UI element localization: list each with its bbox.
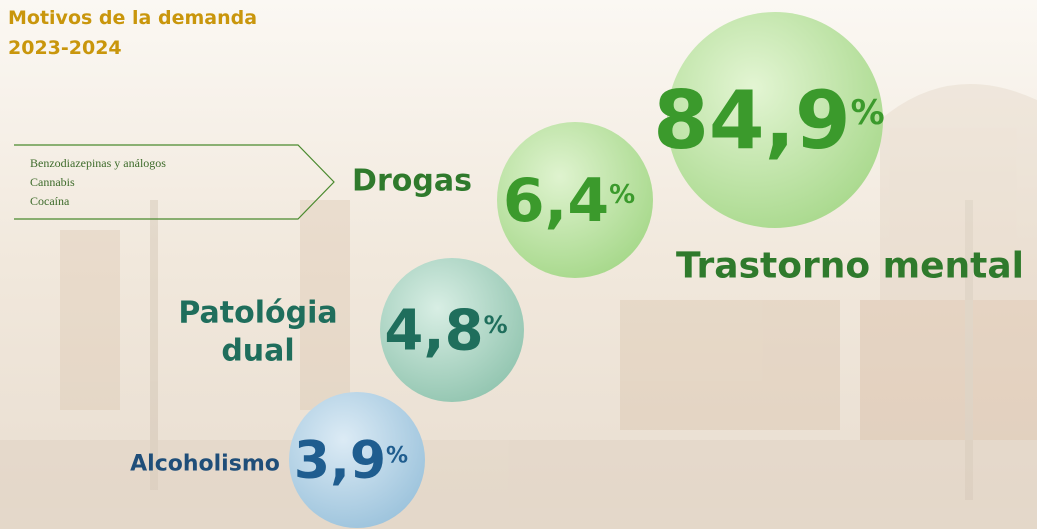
bubble-label: Drogas	[352, 164, 472, 199]
bubble-label: Trastorno mental	[676, 246, 1024, 287]
value-unit: %	[386, 444, 408, 469]
bubble-label: dual	[221, 334, 294, 369]
bubble-label: Patológia	[178, 296, 337, 331]
bubble-value: 84,9%	[653, 74, 884, 167]
slide: Motivos de la demanda 2023-2024 Benzodia…	[0, 0, 1037, 529]
value-number: 6,4	[503, 166, 609, 236]
drug-item: Benzodiazepinas y análogos	[30, 156, 166, 170]
value-number: 3,9	[294, 431, 386, 491]
drug-item: Cocaína	[30, 194, 70, 208]
title-line: 2023-2024	[8, 37, 122, 59]
value-unit: %	[609, 180, 635, 210]
value-unit: %	[484, 311, 508, 339]
drug-item: Cannabis	[30, 175, 75, 189]
value-number: 4,8	[384, 299, 483, 364]
title-line: Motivos de la demanda	[8, 7, 257, 29]
bubble-label: Alcoholismo	[130, 452, 280, 477]
value-unit: %	[851, 93, 885, 133]
value-number: 84,9	[653, 74, 850, 167]
